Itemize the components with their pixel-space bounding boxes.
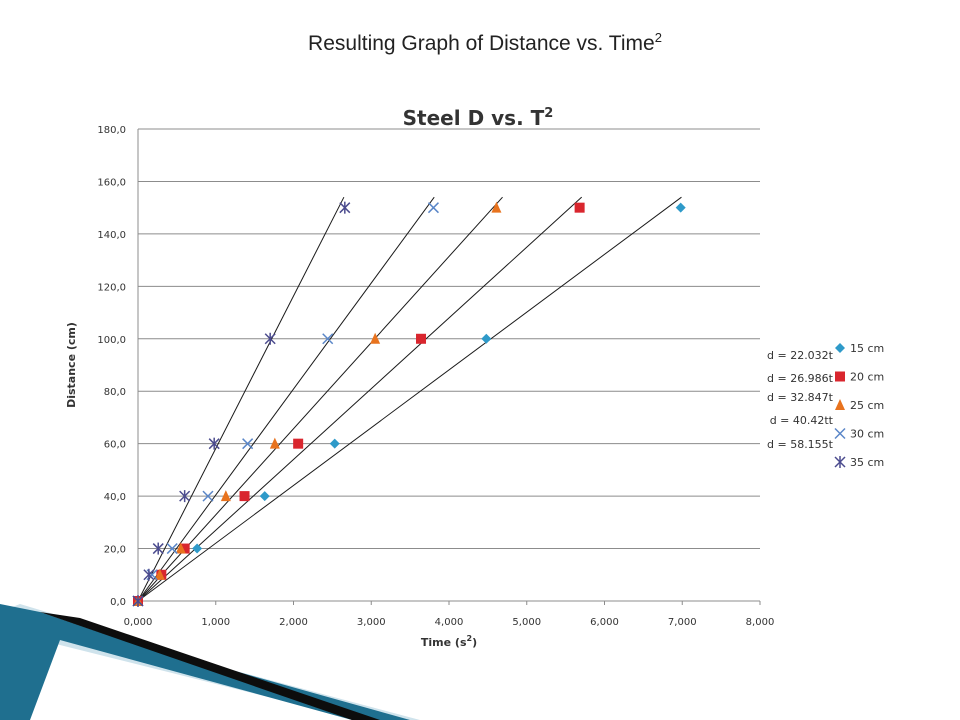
data-point	[339, 201, 351, 214]
data-point	[175, 542, 186, 554]
slide-title-text: Resulting Graph of Distance vs. Time	[308, 32, 655, 55]
trendline-equation: d = 32.847t	[767, 391, 834, 404]
data-point	[239, 491, 250, 502]
x-axis-label-close: )	[472, 636, 477, 649]
x-tick-labels: 0,000 1,000 2,000 3,000 4,000 5,000 6,000 7,000…	[124, 601, 775, 628]
data-point	[574, 202, 585, 213]
x-tick-label: 8,000	[746, 617, 775, 628]
legend-label: 15 cm	[850, 342, 884, 355]
legend-label: 20 cm	[850, 371, 884, 384]
data-point	[179, 490, 191, 503]
y-tick-label: 20,0	[104, 545, 126, 556]
trendline-equation: d = 22.032t	[767, 349, 834, 362]
data-point	[259, 491, 270, 502]
trendline-equation: d = 40.42tt	[770, 414, 834, 427]
data-point	[264, 332, 276, 345]
trendlines	[137, 196, 682, 602]
x-tick-label: 5,000	[512, 617, 541, 628]
y-tick-label: 100,0	[97, 335, 126, 346]
trendline	[137, 196, 503, 602]
data-point	[329, 438, 340, 449]
x-axis-label-text: Time (s	[421, 636, 467, 649]
trendline	[137, 196, 583, 602]
trendline	[137, 196, 435, 602]
chart-title: Steel D vs. T2	[403, 106, 554, 130]
x-axis-label: Time (s2)	[421, 634, 477, 649]
data-point	[192, 543, 203, 554]
legend-marker	[835, 343, 845, 353]
data-point	[370, 332, 381, 344]
decorative-swoosh	[0, 604, 420, 720]
data-point	[481, 333, 492, 344]
chart-title-superscript: 2	[544, 106, 553, 121]
data-point	[143, 568, 155, 581]
data-point	[242, 438, 254, 450]
x-tick-label: 7,000	[668, 617, 697, 628]
data-point	[208, 437, 220, 450]
swoosh-blue-band	[0, 604, 410, 720]
legend-label: 25 cm	[850, 399, 884, 412]
y-tick-labels: 0,0 20,0 40,0 60,0 80,0 100,0 120,0 140,0 160,0 1…	[97, 125, 126, 608]
x-tick-label: 4,000	[435, 617, 464, 628]
trendline-equations: d = 22.032t d = 26.986t d = 32.847t d = 40.…	[767, 349, 834, 451]
data-point	[202, 490, 214, 502]
x-tick-label: 6,000	[590, 617, 619, 628]
trendline-equation: d = 58.155t	[767, 438, 834, 451]
data-point	[166, 543, 178, 555]
y-tick-label: 140,0	[97, 230, 126, 241]
y-axis-label: Distance (cm)	[65, 322, 78, 408]
chart-title-text: Steel D vs. T	[403, 106, 545, 130]
data-point	[132, 595, 144, 607]
x-tick-label: 1,000	[201, 617, 230, 628]
legend-marker	[835, 371, 845, 382]
data-point	[675, 202, 686, 213]
data-point	[220, 490, 231, 502]
x-axis-label-superscript: 2	[467, 634, 473, 643]
data-point	[269, 437, 280, 449]
legend-marker	[834, 456, 846, 468]
legend: 15 cm 20 cm 25 cm 30 cm 35 cm	[834, 342, 884, 469]
legend-marker	[834, 427, 846, 440]
y-tick-label: 0,0	[110, 597, 126, 608]
y-tick-label: 160,0	[97, 177, 126, 188]
data-point	[293, 438, 304, 449]
axes	[137, 129, 760, 602]
x-tick-label: 3,000	[357, 617, 386, 628]
y-tick-label: 60,0	[104, 440, 126, 451]
data-point	[491, 201, 502, 213]
slide-title-superscript: 2	[654, 30, 662, 45]
legend-marker	[835, 399, 845, 410]
data-point	[427, 202, 439, 214]
trendline-equation: d = 26.986t	[767, 372, 834, 385]
legend-label: 30 cm	[850, 428, 884, 441]
y-tick-label: 80,0	[104, 387, 126, 398]
data-point	[152, 542, 164, 555]
x-tick-label: 0,000	[124, 617, 153, 628]
data-point	[322, 333, 334, 345]
trendline	[137, 196, 682, 602]
data-points	[132, 201, 686, 607]
data-point	[416, 333, 427, 344]
gridlines	[138, 128, 760, 550]
swoosh-dark-band	[40, 612, 380, 720]
y-tick-label: 120,0	[97, 282, 126, 293]
trendline	[137, 196, 345, 602]
data-point	[179, 543, 190, 554]
x-tick-label: 2,000	[279, 617, 308, 628]
slide-title: Resulting Graph of Distance vs. Time2	[0, 30, 960, 56]
y-tick-label: 40,0	[104, 492, 126, 503]
y-tick-label: 180,0	[97, 125, 126, 136]
data-point	[154, 568, 165, 580]
legend-label: 35 cm	[850, 456, 884, 469]
